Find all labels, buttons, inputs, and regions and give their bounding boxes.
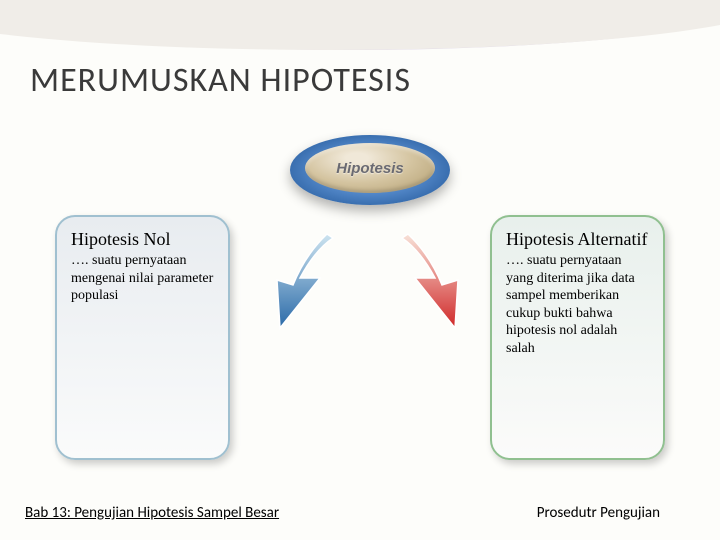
- arrow-right-icon: [390, 230, 480, 340]
- footer-right-text: Prosedutr Pengujian: [537, 504, 660, 522]
- box-body: …. suatu pernyataan yang diterima jika d…: [506, 252, 649, 357]
- badge-label: Hipotesis: [336, 160, 404, 177]
- arrow-left-icon: [255, 230, 345, 340]
- hipotesis-alternatif-box: Hipotesis Alternatif …. suatu pernyataan…: [490, 215, 665, 460]
- badge-inner-disc: Hipotesis: [305, 143, 435, 193]
- swoosh-layer: [0, 0, 720, 50]
- footer-left-text: Bab 13: Pengujian Hipotesis Sampel Besar: [25, 504, 279, 522]
- hipotesis-nol-box: Hipotesis Nol …. suatu pernyataan mengen…: [55, 215, 230, 460]
- slide-title: MERUMUSKAN HIPOTESIS: [30, 60, 411, 101]
- top-swoosh-decoration: [0, 0, 720, 60]
- box-title: Hipotesis Alternatif: [506, 229, 649, 250]
- box-title: Hipotesis Nol: [71, 229, 214, 250]
- box-body: …. suatu pernyataan mengenai nilai param…: [71, 252, 214, 305]
- hipotesis-badge: Hipotesis: [290, 125, 450, 215]
